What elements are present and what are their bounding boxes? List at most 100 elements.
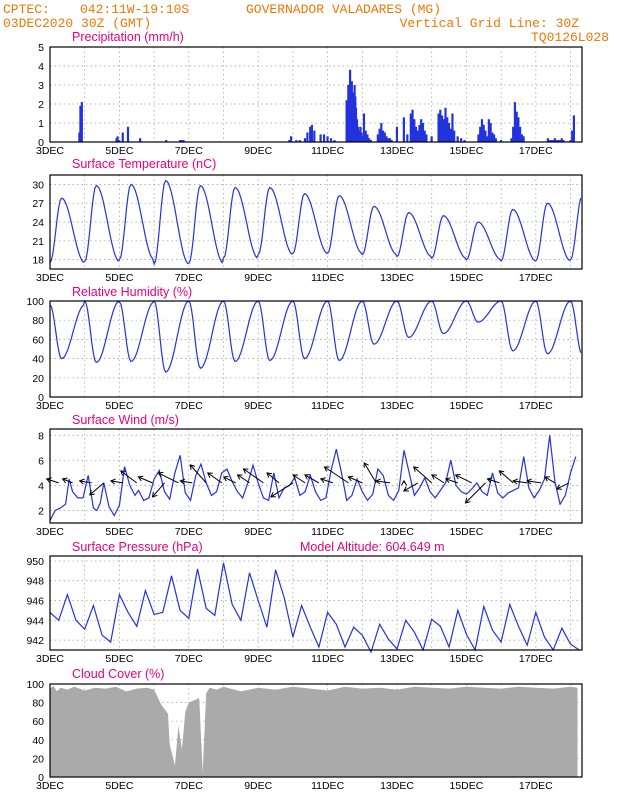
x-tick-label: 17DEC [519, 145, 553, 157]
wind-arrow-head [403, 486, 409, 492]
model-altitude: Model Altitude: 604.649 m [300, 540, 445, 554]
y-tick-label: 24 [32, 217, 44, 229]
precipitation-bar [402, 117, 405, 142]
x-tick-label: 11DEC [311, 780, 344, 792]
wind-arrow [465, 482, 486, 504]
x-tick-label: 15DEC [450, 145, 484, 157]
x-tick-label: 9DEC [244, 400, 272, 412]
precipitation-bar [571, 130, 574, 142]
precipitation-bar [510, 138, 513, 142]
precipitation-bar [491, 132, 494, 142]
wind-arrow-head [109, 478, 116, 485]
precipitation-bar [347, 85, 350, 142]
y-tick-label: 1 [38, 118, 44, 130]
wind-arrow-head [363, 462, 369, 468]
y-tick-label: 80 [32, 315, 44, 327]
y-tick-label: 6 [38, 455, 44, 467]
wind-arrow [270, 482, 294, 498]
x-tick-label: 15DEC [450, 653, 484, 665]
pressure-title: Surface Pressure (hPa) [72, 540, 203, 554]
precipitation-bar [546, 138, 549, 142]
precipitation-bar [366, 134, 369, 142]
precipitation-bar [569, 140, 572, 142]
wind-arrow [324, 466, 349, 484]
precipitation-bar [309, 126, 312, 142]
precipitation-bar [557, 140, 560, 142]
precipitation-bar [378, 128, 381, 142]
x-tick-label: 9DEC [244, 145, 272, 157]
wind-arrow-head [555, 484, 562, 490]
precipitation-bar [513, 102, 517, 142]
precipitation-bar [413, 119, 416, 142]
wind-arrow-head [61, 477, 68, 484]
y-tick-label: 80 [32, 698, 44, 710]
precipitation-bar [182, 140, 185, 142]
precipitation-bar [369, 140, 373, 142]
x-tick-label: 11DEC [311, 400, 344, 412]
x-tick-label: 11DEC [311, 272, 344, 284]
precipitation-bar [295, 140, 298, 142]
x-tick-label: 15DEC [450, 272, 484, 284]
precipitation-bar [477, 134, 480, 142]
precipitation-bar [420, 119, 423, 142]
wind-arrow [62, 478, 73, 484]
precipitation-bar [348, 69, 352, 142]
x-tick-label: 5DEC [105, 526, 133, 538]
temperature-line [49, 179, 582, 266]
precipitation-bar [550, 140, 553, 142]
panel-frame [49, 46, 583, 143]
wind-arrow [498, 470, 514, 484]
y-tick-label: 40 [32, 354, 44, 366]
panel-frame [49, 555, 583, 651]
wind-arrow-head [242, 468, 249, 474]
header-run-date: 03DEC2020 30Z (GMT) [3, 16, 151, 31]
precipitation-bar [494, 138, 497, 142]
precipitation-bar [553, 138, 556, 142]
panel-frame [49, 174, 583, 270]
x-tick-label: 3DEC [36, 780, 64, 792]
precipitation-bar [139, 138, 142, 142]
x-tick-label: 3DEC [36, 653, 64, 665]
x-tick-label: 17DEC [519, 780, 553, 792]
x-tick-label: 3DEC [36, 272, 64, 284]
y-tick-label: 20 [32, 753, 44, 765]
precipitation-bar [121, 132, 124, 142]
precipitation-bar [442, 119, 445, 142]
precipitation-bar [522, 136, 525, 142]
header-grid-note: Vertical Grid Line: 30Z [400, 16, 580, 31]
humidity-title: Relative Humidity (%) [72, 285, 192, 299]
cloud-cover-title: Cloud Cover (%) [72, 667, 164, 681]
x-tick-label: 7DEC [175, 272, 203, 284]
y-tick-label: 8 [38, 430, 44, 442]
y-tick-label: 2 [38, 99, 44, 111]
wind-arrow-head [486, 477, 493, 484]
wind-arrow-head [464, 497, 471, 504]
precipitation-bar [80, 102, 83, 142]
precipitation-bar [489, 123, 492, 142]
precipitation-title: Precipitation (mm/h) [72, 30, 184, 44]
precipitation-bar [116, 136, 119, 142]
x-tick-label: 7DEC [175, 145, 203, 157]
y-tick-label: 946 [26, 596, 44, 608]
wind-arrow-head [323, 466, 330, 472]
humidity-line [49, 299, 582, 373]
precipitation-bar [310, 124, 314, 142]
precipitation-bar [463, 140, 466, 142]
y-tick-label: 0 [38, 392, 44, 404]
wind-arrow-head [189, 464, 196, 470]
wind-arrow [266, 472, 280, 484]
wind-arrow [189, 464, 207, 484]
x-tick-label: 17DEC [519, 653, 553, 665]
y-tick-label: 100 [26, 679, 44, 691]
y-tick-label: 948 [26, 576, 44, 588]
precipitation-bar [486, 136, 489, 142]
precipitation-bar [555, 140, 558, 142]
header-source: CPTEC: [3, 2, 50, 17]
precipitation-bar [383, 132, 386, 142]
precipitation-bar [165, 140, 168, 142]
wind-arrow [223, 476, 236, 484]
header-location: GOVERNADOR VALADARES (MG) [246, 2, 441, 17]
wind-arrow [376, 480, 391, 484]
wind-arrow [180, 480, 193, 484]
panel-frame [49, 300, 583, 398]
